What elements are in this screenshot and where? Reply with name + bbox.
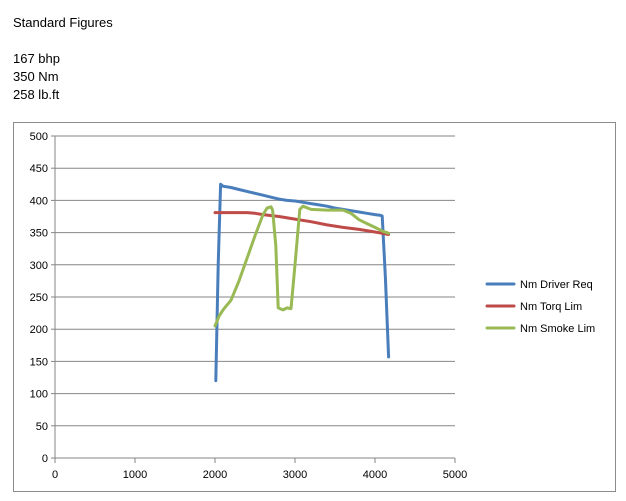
y-tick-label: 300	[30, 260, 48, 272]
series-line-nm-torq-lim	[213, 211, 391, 236]
y-tick-label: 500	[30, 131, 48, 143]
spec-nm: 350 Nm	[13, 69, 59, 84]
series-line-nm-driver-req	[214, 182, 391, 383]
legend-label: Nm Smoke Lim	[520, 323, 595, 335]
y-tick-label: 50	[36, 421, 48, 433]
x-tick-label: 3000	[283, 469, 307, 481]
y-tick-label: 100	[30, 389, 48, 401]
y-tick-label: 250	[30, 292, 48, 304]
spec-bhp: 167 bhp	[13, 51, 60, 66]
x-tick-label: 4000	[363, 469, 387, 481]
x-tick-label: 1000	[123, 469, 147, 481]
chart-area[interactable]: 0 50 100 150 200 250 300 350 400 450 500 0 1000 2000 3…	[13, 122, 616, 492]
x-tick-label: 2000	[203, 469, 227, 481]
x-tick-label: 0	[52, 469, 58, 481]
series-line-nm-smoke-lim	[213, 204, 391, 328]
legend-label: Nm Torq Lim	[520, 301, 582, 313]
y-tick-label: 0	[42, 453, 48, 465]
x-tick-label: 5000	[443, 469, 467, 481]
sheet-title: Standard Figures	[13, 15, 113, 30]
y-tick-label: 150	[30, 356, 48, 368]
y-tick-label: 350	[30, 228, 48, 240]
legend-label: Nm Driver Req	[520, 279, 593, 291]
y-tick-label: 400	[30, 195, 48, 207]
spec-lbft: 258 lb.ft	[13, 87, 60, 102]
y-tick-label: 450	[30, 163, 48, 175]
y-tick-label: 200	[30, 324, 48, 336]
